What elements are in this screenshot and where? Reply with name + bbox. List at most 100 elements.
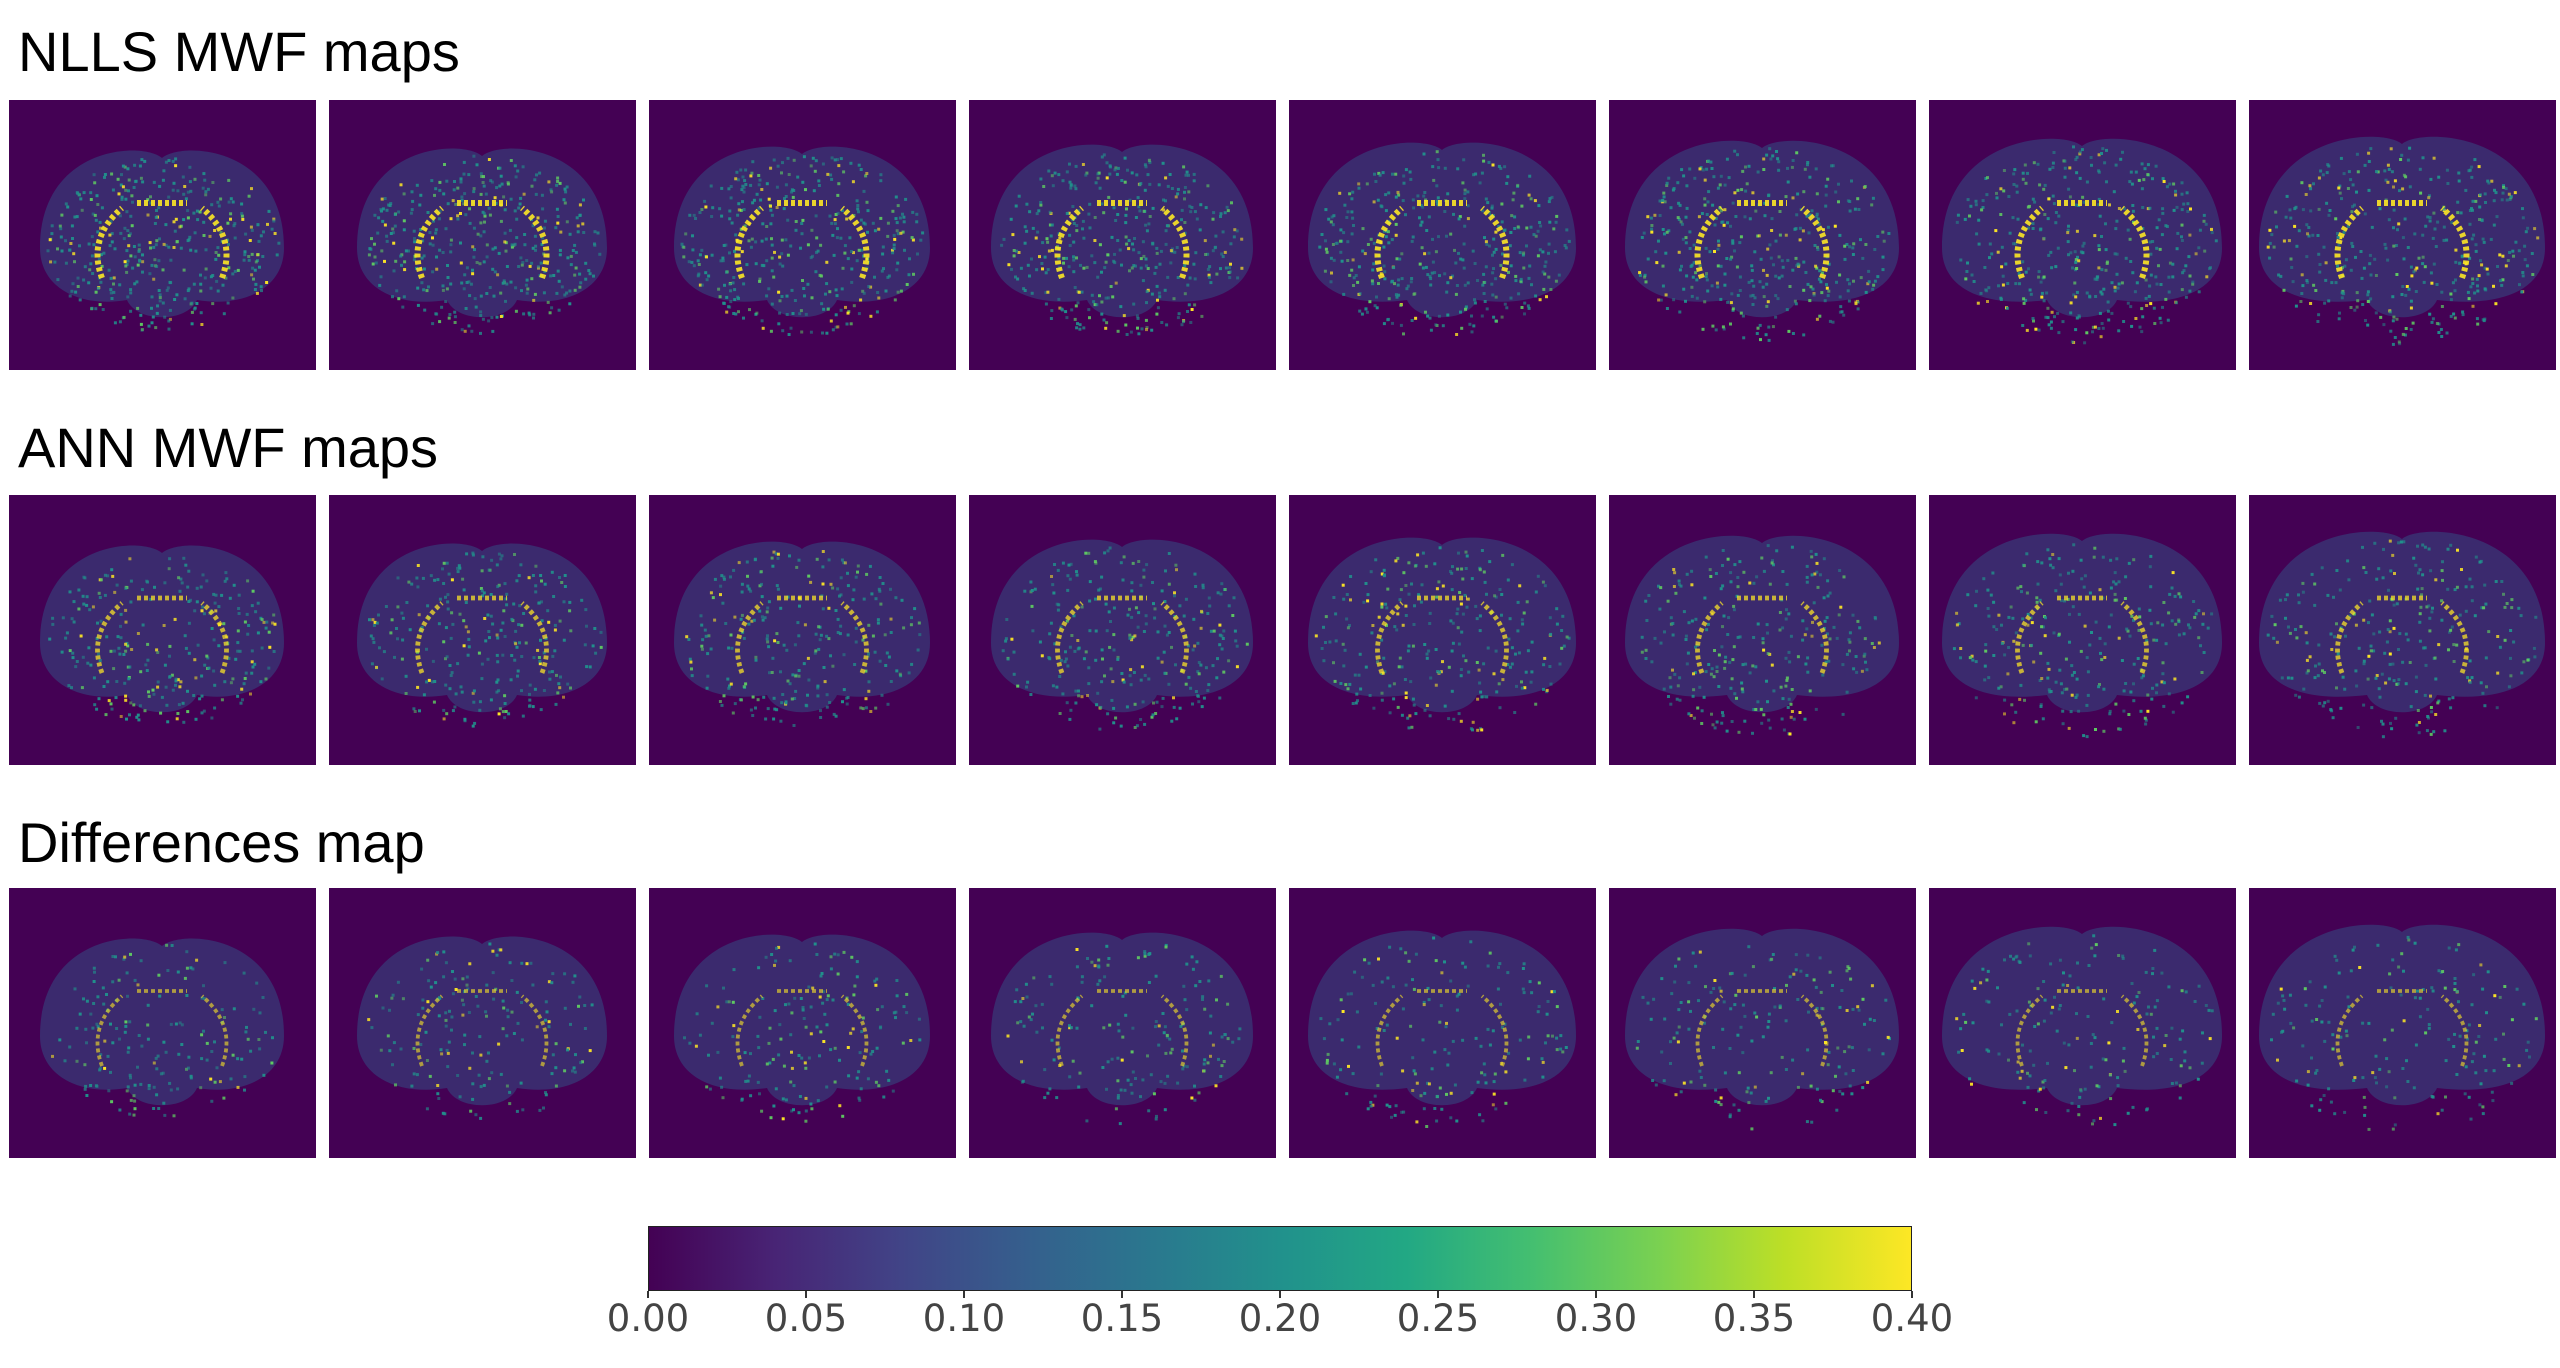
colorbar-tick-label: 0.05 xyxy=(764,1297,848,1340)
white-matter-tracts xyxy=(2334,200,2470,280)
brain-tissue xyxy=(674,146,930,318)
brain-slice-image xyxy=(1289,495,1596,765)
colorbar-tick-label: 0.10 xyxy=(922,1297,1006,1340)
brain-tissue xyxy=(1625,140,1899,318)
white-matter-tracts xyxy=(415,595,549,674)
brain-slice-image xyxy=(1609,100,1916,370)
brain-slice-image xyxy=(649,495,956,765)
brain-slice-image xyxy=(9,888,316,1158)
white-matter-tracts xyxy=(2015,989,2149,1067)
brain-tissue xyxy=(2259,531,2545,713)
mwf-speckles xyxy=(683,942,922,1123)
mwf-speckles xyxy=(1640,544,1881,736)
brain-tissue xyxy=(2259,136,2545,318)
brain-tissue xyxy=(40,545,284,713)
brain-tissue xyxy=(2259,924,2545,1106)
mwf-speckles xyxy=(2270,935,2538,1131)
brain-tissue xyxy=(1308,142,1576,318)
mwf-speckles xyxy=(685,550,922,727)
colorbar-tick-mark xyxy=(1437,1291,1439,1298)
ann-slice-row xyxy=(9,495,2556,765)
mwf-speckles xyxy=(367,154,602,335)
colorbar-tick-label: 0.30 xyxy=(1554,1297,1638,1340)
brain-slice-image xyxy=(649,100,956,370)
colorbar-tick-mark xyxy=(805,1291,807,1298)
brain-tissue xyxy=(1942,533,2222,713)
brain-slice-image xyxy=(9,100,316,370)
mwf-speckles xyxy=(2266,539,2538,739)
brain-tissue xyxy=(674,541,930,713)
mwf-speckles xyxy=(51,943,274,1118)
white-matter-tracts xyxy=(1055,595,1189,674)
colorbar-tick-mark xyxy=(1121,1291,1123,1298)
brain-slice-image xyxy=(329,495,636,765)
brain-tissue xyxy=(674,934,930,1106)
mwf-speckles xyxy=(1318,150,1571,336)
row-title-differences: Differences map xyxy=(18,811,425,874)
mwf-speckles xyxy=(1006,943,1242,1126)
white-matter-tracts xyxy=(1374,200,1510,280)
brain-slice-image xyxy=(649,888,956,1158)
row-title-nlls: NLLS MWF maps xyxy=(18,20,460,83)
nlls-slice-row xyxy=(9,100,2556,370)
white-matter-tracts xyxy=(2335,989,2469,1067)
colorbar-tick-mark xyxy=(1595,1291,1597,1298)
white-matter-tracts xyxy=(1055,989,1189,1067)
white-matter-tracts xyxy=(1375,595,1509,674)
colorbar-tick-label: 0.40 xyxy=(1870,1297,1954,1340)
brain-slice-image xyxy=(9,495,316,765)
white-matter-tracts xyxy=(95,989,229,1067)
brain-tissue xyxy=(40,938,284,1106)
brain-slice-image xyxy=(969,100,1276,370)
colorbar-tick-mark xyxy=(1753,1291,1755,1298)
white-matter-tracts xyxy=(414,200,550,280)
brain-slice-image xyxy=(969,495,1276,765)
colorbar-tick-mark xyxy=(647,1291,649,1298)
brain-slice-image xyxy=(1929,100,2236,370)
brain-tissue xyxy=(1625,928,1899,1106)
brain-slice-image xyxy=(1929,888,2236,1158)
brain-slice-image xyxy=(1929,495,2236,765)
brain-tissue xyxy=(1625,535,1899,713)
white-matter-tracts xyxy=(1695,989,1829,1067)
mwf-speckles xyxy=(1001,546,1249,731)
colorbar-tick-label: 0.25 xyxy=(1396,1297,1480,1340)
brain-slice-image xyxy=(1609,888,1916,1158)
white-matter-tracts xyxy=(1694,200,1830,280)
colorbar-tick-label: 0.00 xyxy=(606,1297,690,1340)
brain-slice-image xyxy=(1289,888,1596,1158)
brain-tissue xyxy=(1942,138,2222,318)
colorbar-tick-label: 0.20 xyxy=(1238,1297,1322,1340)
mwf-speckles xyxy=(680,155,925,336)
row-title-ann: ANN MWF maps xyxy=(18,416,438,479)
brain-slice-image xyxy=(2249,495,2556,765)
brain-slice-image xyxy=(969,888,1276,1158)
white-matter-tracts xyxy=(94,200,230,280)
brain-tissue xyxy=(991,144,1253,318)
brain-slice-image xyxy=(2249,100,2556,370)
white-matter-tracts xyxy=(1054,200,1190,280)
mwf-speckles xyxy=(2266,146,2540,346)
colorbar xyxy=(648,1226,1912,1291)
mwf-speckles xyxy=(46,157,281,332)
mwf-speckles xyxy=(1314,546,1571,732)
colorbar-tick-mark xyxy=(963,1291,965,1298)
mwf-speckles xyxy=(1319,936,1568,1128)
white-matter-tracts xyxy=(415,989,549,1067)
brain-slice-image xyxy=(329,888,636,1158)
differences-slice-row xyxy=(9,888,2556,1158)
mwf-speckles xyxy=(1955,145,2218,345)
white-matter-tracts xyxy=(735,595,869,674)
brain-tissue xyxy=(991,932,1253,1106)
brain-slice-image xyxy=(329,100,636,370)
white-matter-tracts xyxy=(734,200,870,280)
white-matter-tracts xyxy=(1375,989,1509,1067)
white-matter-tracts xyxy=(2015,595,2149,674)
brain-slice-image xyxy=(2249,888,2556,1158)
brain-tissue xyxy=(357,936,607,1106)
brain-slice-image xyxy=(1289,100,1596,370)
mwf-speckles xyxy=(1955,934,2214,1127)
colorbar-tick-label: 0.15 xyxy=(1080,1297,1164,1340)
mwf-speckles xyxy=(1638,147,1891,342)
colorbar-tick-mark xyxy=(1279,1291,1281,1298)
